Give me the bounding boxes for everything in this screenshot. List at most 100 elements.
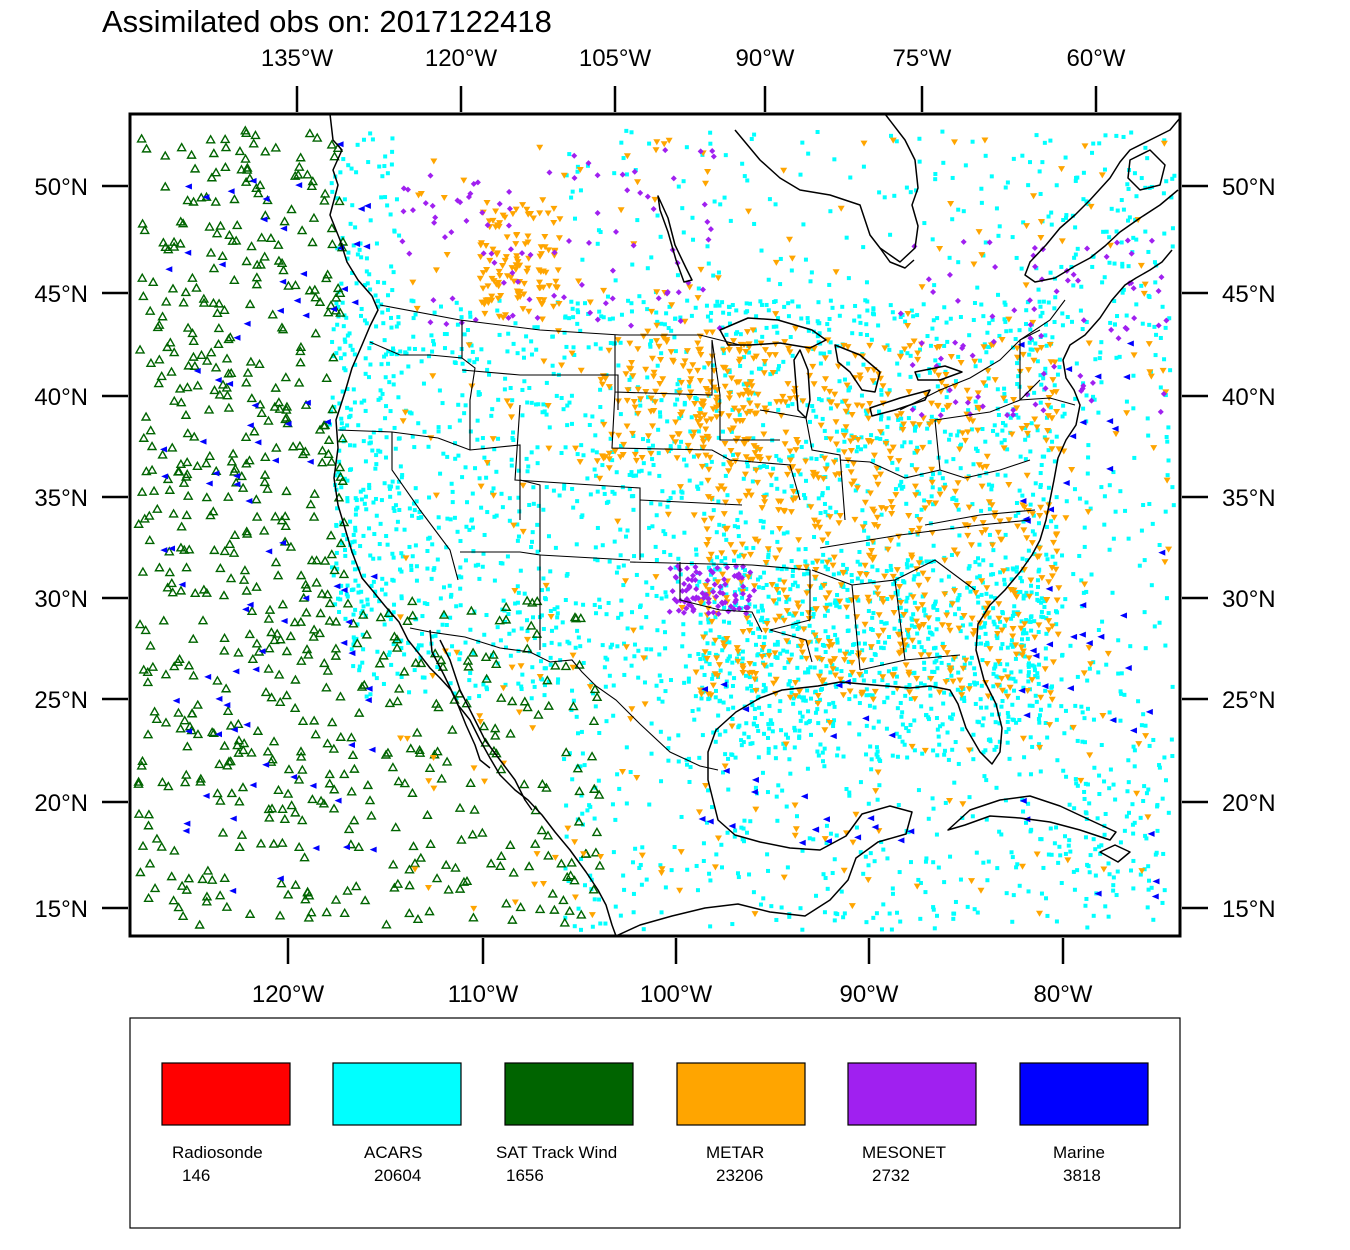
mexico-gulf-coast-line	[615, 249, 1173, 936]
co-nm-line	[539, 554, 631, 561]
ky-oh-line	[839, 459, 941, 479]
legend-count: 20604	[374, 1166, 421, 1185]
legend-count: 3818	[1063, 1166, 1101, 1185]
il-in-line	[805, 417, 846, 521]
ga-sc-line	[894, 559, 976, 591]
legend-count: 23206	[716, 1166, 763, 1185]
ga-fl-line	[859, 654, 961, 671]
west-coast-line	[329, 114, 617, 936]
legend-swatch	[1019, 1062, 1149, 1126]
left-lat-label: 40°N	[34, 384, 88, 411]
left-lat-label: 50°N	[34, 174, 88, 201]
wi-il-line	[759, 409, 807, 419]
top-lon-label: 60°W	[1067, 45, 1126, 72]
legend-item-radiosonde: Radiosonde 146	[161, 1062, 291, 1185]
nd-sd-line	[614, 335, 713, 396]
right-lat-label: 20°N	[1222, 790, 1276, 817]
legend-item-marine: Marine 3818	[1019, 1062, 1149, 1185]
left-lat-label: 30°N	[34, 586, 88, 613]
james-bay-line	[879, 247, 915, 269]
lake-winnipeg	[657, 195, 693, 283]
right-lat-label: 15°N	[1222, 896, 1276, 923]
legend-swatch	[332, 1062, 462, 1126]
state-borders	[337, 299, 1076, 771]
ma-line	[1019, 397, 1076, 406]
ia-mo-line	[729, 459, 801, 501]
map-frame	[128, 112, 1182, 938]
legend-name: Marine	[1053, 1143, 1105, 1162]
right-lat-label: 40°N	[1222, 384, 1276, 411]
bottom-lon-label: 120°W	[252, 981, 325, 1008]
or-ca-line	[337, 429, 439, 439]
legend-swatch	[676, 1062, 806, 1126]
left-lat-label: 15°N	[34, 896, 88, 923]
oh-pa-line	[934, 419, 966, 479]
legend-item-acars: ACARS 20604	[332, 1062, 462, 1185]
ar-la-line	[769, 629, 813, 663]
idaho-line	[461, 320, 476, 450]
us-canada-border	[379, 304, 741, 346]
hispaniola-line	[1099, 844, 1131, 863]
nv-ut-line	[437, 437, 521, 520]
legend-swatch	[161, 1062, 291, 1126]
labrador-coast-line	[1024, 117, 1180, 283]
wa-or-line	[369, 341, 463, 359]
legend-item-metar: METAR 23206	[676, 1062, 806, 1185]
pa-ny-line	[934, 379, 1041, 421]
great-lake-erie	[869, 389, 931, 417]
great-lake-michigan	[793, 349, 811, 419]
top-lon-label: 90°W	[736, 45, 795, 72]
legend-item-mesonet: MESONET 2732	[847, 1062, 977, 1185]
left-lat-label: 25°N	[34, 687, 88, 714]
right-lat-label: 50°N	[1222, 174, 1276, 201]
us-canada-border-east	[899, 299, 1066, 411]
right-lat-label: 45°N	[1222, 281, 1276, 308]
legend-count: 1656	[506, 1166, 544, 1185]
bottom-lon-label: 100°W	[640, 981, 713, 1008]
left-lat-label: 45°N	[34, 281, 88, 308]
bottom-lon-label: 110°W	[448, 981, 519, 1008]
ne-ks-line	[639, 499, 743, 506]
bottom-ticks	[286, 938, 1065, 964]
map-title: Assimilated obs on: 2017122418	[102, 4, 552, 39]
sd-ne-line	[611, 391, 731, 461]
newfoundland-line	[1127, 149, 1166, 191]
legend-name: Radiosonde	[172, 1143, 263, 1162]
cuba-line	[947, 795, 1117, 841]
ny-vt-line	[1019, 329, 1041, 400]
md-va-line	[964, 459, 1031, 479]
legend-name: MESONET	[862, 1143, 946, 1162]
mn-ia-line	[711, 339, 780, 441]
mo-ar-line	[751, 564, 811, 631]
legend-swatch	[504, 1062, 634, 1126]
legend-count: 2732	[872, 1166, 910, 1185]
top-ticks	[295, 86, 1098, 112]
legend-name: SAT Track Wind	[496, 1143, 617, 1162]
top-lon-label: 135°W	[261, 45, 334, 72]
right-lat-label: 30°N	[1222, 586, 1276, 613]
great-lake-huron	[834, 344, 881, 393]
us-mexico-border	[409, 627, 719, 771]
great-lake-ontario	[914, 365, 963, 381]
gulf-of-california-line	[439, 639, 533, 811]
lat-ticks	[102, 184, 1208, 910]
ca-nv-line	[391, 432, 459, 581]
top-lon-label: 75°W	[893, 45, 952, 72]
legend-count: 146	[182, 1166, 210, 1185]
va-nc-line	[924, 509, 1036, 526]
ut-co-line	[519, 479, 541, 552]
legend-name: METAR	[706, 1143, 764, 1162]
baja-coast-line	[429, 629, 491, 769]
observations-layer	[133, 125, 1177, 932]
wy-co-line	[514, 404, 641, 560]
bottom-lon-label: 90°W	[840, 981, 899, 1008]
left-lat-label: 35°N	[34, 485, 88, 512]
coastlines	[329, 114, 1180, 936]
legend-name: ACARS	[364, 1143, 423, 1162]
ok-tx-line	[679, 562, 763, 633]
left-lat-label: 20°N	[34, 790, 88, 817]
bottom-lon-label: 80°W	[1034, 981, 1093, 1008]
legend-item-sat-track-wind: SAT Track Wind 1656	[496, 1062, 634, 1185]
ks-ok-line	[629, 561, 753, 566]
